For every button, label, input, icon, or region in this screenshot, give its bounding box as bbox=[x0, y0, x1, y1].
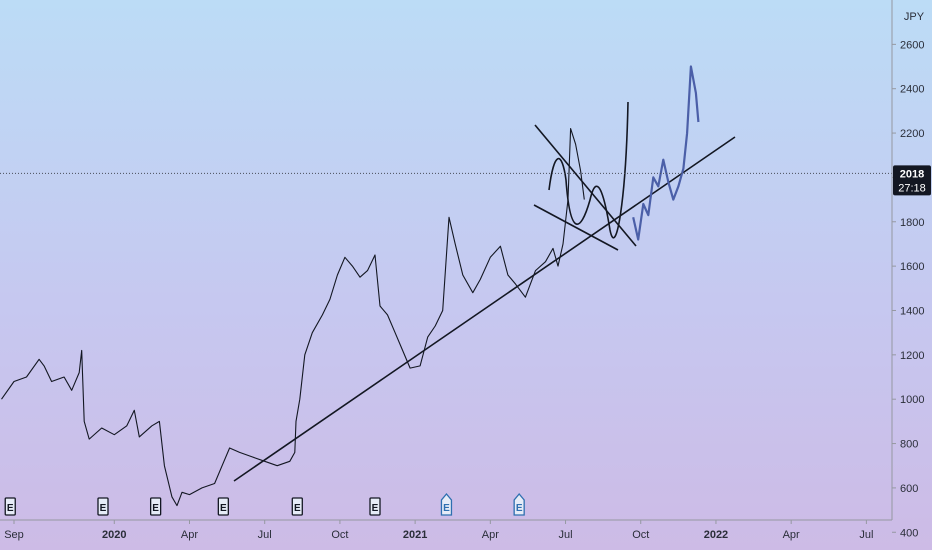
price-tag-value: 2018 bbox=[900, 168, 924, 180]
price-tick-label: 2400 bbox=[900, 84, 924, 96]
time-axis[interactable]: Sep 2020 Apr Jul Oct 2021 Apr Jul Oct 2022 Apr Jul bbox=[0, 519, 892, 541]
time-tick-label: Oct bbox=[632, 529, 649, 541]
earnings-badge-label: E bbox=[152, 503, 159, 514]
price-tick-label: 600 bbox=[900, 483, 918, 495]
falling-wedge-lower-line[interactable] bbox=[533, 204, 619, 251]
time-tick-label: 2020 bbox=[102, 529, 126, 541]
price-series-layer bbox=[1, 65, 700, 507]
price-tick-label: 1400 bbox=[900, 305, 924, 317]
price-series-line bbox=[1, 128, 585, 507]
earnings-badge-shape bbox=[291, 497, 303, 516]
earnings-event-badge[interactable]: E bbox=[4, 497, 16, 516]
earnings-event-badge[interactable]: E bbox=[149, 497, 162, 516]
earnings-badge-shape bbox=[513, 492, 525, 516]
currency-label: JPY bbox=[904, 11, 925, 23]
time-tick-label: Apr bbox=[783, 529, 800, 541]
price-tick-label: 400 bbox=[900, 527, 918, 539]
earnings-badge-shape bbox=[97, 497, 109, 516]
earnings-badge-label: E bbox=[516, 503, 523, 514]
support-trendline[interactable] bbox=[233, 136, 736, 482]
price-axis[interactable]: 4006008001000120014001600180020002200240… bbox=[891, 0, 924, 539]
earnings-badge-label: E bbox=[294, 503, 301, 514]
time-tick-label: Oct bbox=[331, 529, 348, 541]
earnings-event-badge[interactable]: E bbox=[217, 497, 229, 516]
price-tick-label: 800 bbox=[900, 439, 918, 451]
earnings-badge-shape bbox=[4, 497, 16, 516]
time-tick-label: 2021 bbox=[403, 529, 427, 541]
earnings-badge-label: E bbox=[443, 503, 450, 514]
earnings-badge-label: E bbox=[372, 503, 379, 514]
price-tick-label: 1200 bbox=[900, 350, 924, 362]
recent-price-series-line bbox=[632, 65, 700, 241]
price-tag-background bbox=[893, 165, 931, 196]
price-tick-label: 1000 bbox=[900, 394, 924, 406]
price-tag-countdown: 27:18 bbox=[898, 182, 926, 194]
time-tick-label: Apr bbox=[181, 529, 198, 541]
time-tick-label: Sep bbox=[4, 529, 24, 541]
earnings-badge-shape bbox=[217, 497, 229, 516]
price-tick-label: 1800 bbox=[900, 217, 924, 229]
price-tick-label: 2600 bbox=[900, 39, 924, 51]
price-tick-label: 2200 bbox=[900, 128, 924, 140]
time-tick-label: 2022 bbox=[704, 529, 728, 541]
projected-path-curve[interactable] bbox=[548, 101, 629, 239]
earnings-event-badge[interactable]: E bbox=[513, 492, 525, 516]
drawing-layer[interactable] bbox=[233, 101, 736, 482]
earnings-badge-shape bbox=[149, 497, 162, 516]
earnings-event-badge[interactable]: E bbox=[97, 497, 109, 516]
time-tick-label: Jul bbox=[258, 529, 272, 541]
earnings-badge-label: E bbox=[100, 503, 107, 514]
earnings-badge-label: E bbox=[7, 503, 14, 514]
earnings-event-badge[interactable]: E bbox=[291, 497, 303, 516]
time-tick-label: Jul bbox=[859, 529, 873, 541]
earnings-event-badge[interactable]: E bbox=[440, 492, 453, 516]
earnings-badge-label: E bbox=[220, 503, 227, 514]
earnings-badge-shape bbox=[369, 497, 381, 516]
last-price-tag: 2018 27:18 bbox=[893, 165, 931, 196]
price-tick-label: 1600 bbox=[900, 261, 924, 273]
time-tick-label: Jul bbox=[559, 529, 573, 541]
earnings-badge-shape bbox=[440, 492, 453, 516]
time-tick-label: Apr bbox=[482, 529, 499, 541]
earnings-event-badge[interactable]: E bbox=[369, 497, 381, 516]
